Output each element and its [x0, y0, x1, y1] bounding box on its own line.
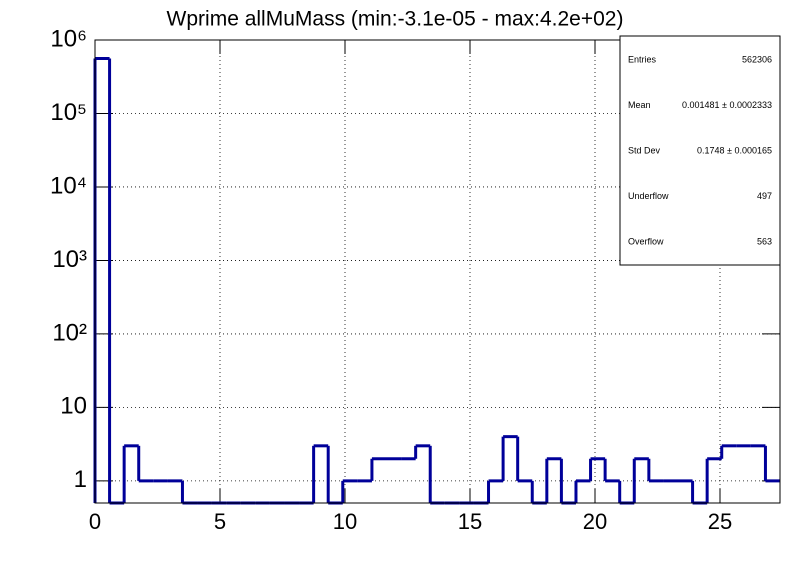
plot-frame	[94, 39, 781, 504]
y-tick-label: 10³	[52, 246, 87, 273]
chart-title: Wprime allMuMass (min:-3.1e-05 - max:4.2…	[167, 8, 624, 31]
x-tick-label: 20	[583, 509, 607, 534]
stats-label: Underflow	[628, 191, 669, 201]
y-tick-label: 1	[74, 466, 87, 493]
stats-value: 497	[757, 191, 772, 201]
y-tick-label: 10⁴	[50, 172, 87, 199]
stats-value: 0.001481 ± 0.0002333	[682, 100, 772, 110]
stats-label: Entries	[628, 54, 657, 64]
x-tick-label: 10	[333, 509, 357, 534]
x-tick-label: 15	[458, 509, 482, 534]
stats-label: Overflow	[628, 236, 664, 246]
stats-value: 562306	[742, 54, 772, 64]
stats-value: 0.1748 ± 0.000165	[697, 145, 772, 155]
stats-box	[619, 35, 781, 266]
x-tick-label: 25	[708, 509, 732, 534]
y-tick-label: 10	[60, 393, 87, 420]
x-tick-label: 0	[89, 509, 101, 534]
y-tick-label: 10²	[52, 319, 87, 346]
x-tick-label: 5	[214, 509, 226, 534]
stats-label: Mean	[628, 100, 651, 110]
y-tick-label: 10⁶	[50, 25, 87, 52]
stats-label: Std Dev	[628, 145, 661, 155]
y-tick-label: 10⁵	[50, 99, 87, 126]
stats-value: 563	[757, 236, 772, 246]
